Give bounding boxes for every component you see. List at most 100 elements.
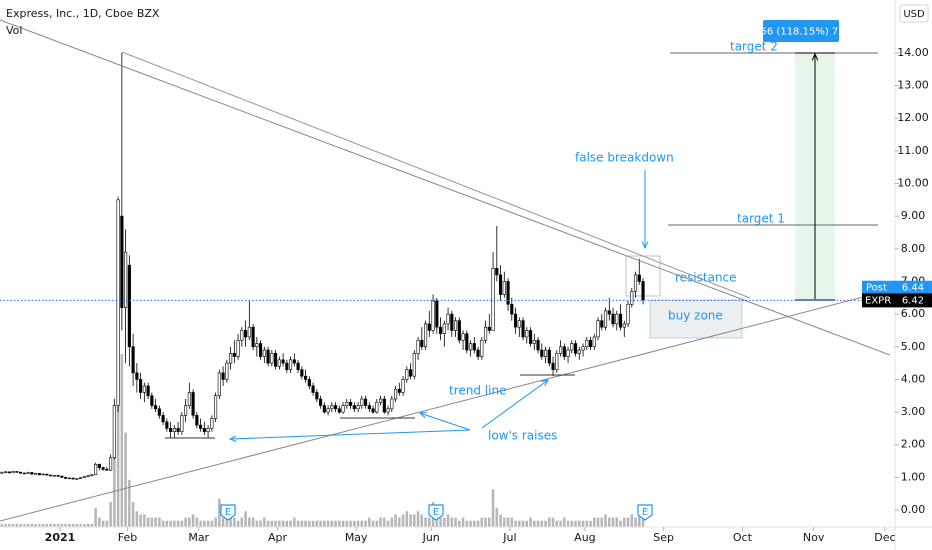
earnings-icon[interactable]: E	[637, 504, 653, 521]
x-tick-label: Nov	[803, 531, 825, 544]
candle-body	[570, 343, 574, 351]
volume-bar	[139, 514, 142, 527]
volume-bar	[263, 517, 266, 527]
volume-bar	[191, 514, 195, 527]
volume-bar	[225, 514, 229, 527]
volume-bar	[454, 517, 457, 527]
candle-body	[630, 290, 634, 305]
earnings-label[interactable]: E	[433, 507, 439, 518]
post-label-box	[862, 280, 932, 295]
last-label: EXPR	[865, 295, 891, 306]
volume-bar	[491, 489, 495, 527]
volume-bar	[323, 520, 326, 527]
earnings-icon[interactable]: E	[428, 504, 444, 521]
volume-bar	[379, 517, 382, 527]
volume-bar	[60, 523, 64, 527]
currency: USD	[903, 9, 925, 20]
earnings-label[interactable]: E	[642, 507, 648, 518]
x-tick-label: Oct	[733, 531, 753, 544]
candle-body	[187, 392, 191, 406]
volume-bar	[619, 520, 622, 527]
volume-bar	[124, 432, 127, 527]
candle-body	[11, 471, 15, 474]
candle-body	[150, 395, 154, 406]
volume-label: Vol	[6, 24, 22, 37]
candle-body	[266, 349, 270, 364]
candle-body	[487, 326, 491, 331]
x-tick-label: Aug	[574, 531, 595, 544]
candle-body	[386, 408, 390, 413]
volume-bar	[428, 517, 431, 527]
volume-bar	[596, 517, 600, 527]
candle-body	[633, 274, 638, 292]
candle-body	[105, 468, 109, 471]
candle-body	[176, 428, 180, 432]
volume-bar	[510, 517, 514, 527]
volume-bar	[150, 517, 154, 527]
measure-label-box	[763, 20, 839, 42]
x-tick-label: Feb	[118, 531, 137, 544]
candle-body	[172, 428, 176, 432]
volume-bar	[630, 514, 634, 527]
volume-bar	[544, 520, 547, 527]
volume-bar	[165, 520, 169, 527]
x-tick-label: Mar	[188, 531, 209, 544]
candle-body	[52, 475, 56, 477]
candle-body	[600, 320, 604, 328]
volume-bar	[443, 517, 446, 527]
volume-bar	[383, 517, 386, 527]
volume-bar	[375, 520, 379, 527]
volume-bar	[600, 517, 604, 527]
y-tick-label: 3.00	[901, 405, 926, 418]
x-tick-label: Jul	[502, 531, 516, 544]
volume-bar	[465, 520, 469, 527]
volume-bar	[38, 523, 41, 527]
volume-bar	[293, 517, 296, 527]
volume-bar	[521, 520, 525, 527]
volume-bar	[394, 514, 397, 527]
volume-bar	[570, 520, 574, 527]
candle-body	[378, 398, 383, 403]
candle-body	[19, 471, 23, 474]
arrow	[481, 380, 548, 429]
candle-body	[506, 281, 510, 305]
volume-bar	[109, 501, 112, 527]
candle-body	[622, 323, 626, 328]
volume-bar	[439, 517, 442, 527]
candle-body	[41, 473, 45, 476]
candle-body	[206, 428, 210, 432]
candle-body	[112, 405, 116, 459]
currency-box[interactable]	[899, 4, 929, 23]
volume-bar	[540, 520, 544, 527]
volume-bar	[11, 523, 15, 527]
candle-body	[232, 352, 236, 357]
candle-body	[157, 408, 161, 416]
candle-body	[247, 326, 251, 338]
candle-body	[525, 330, 529, 338]
candle-body	[221, 372, 225, 380]
volume-bar	[218, 498, 221, 527]
candle-body	[427, 323, 431, 331]
volume-bar	[19, 523, 22, 527]
candle-body	[229, 352, 233, 364]
candle-body	[79, 477, 83, 479]
volume-bar	[450, 517, 454, 527]
volume-bar	[161, 520, 165, 527]
earnings-label[interactable]: E	[225, 507, 231, 518]
volume-bar	[248, 517, 251, 527]
candle-body	[585, 339, 589, 348]
volume-bar	[105, 520, 109, 527]
axis-layer: 0.001.002.003.004.005.006.007.008.009.00…	[0, 46, 932, 544]
candle-body	[435, 300, 439, 328]
volume-bar	[503, 517, 506, 527]
candle-body	[127, 264, 131, 348]
candle-body	[225, 362, 229, 380]
volume-bar	[206, 520, 210, 527]
volume-bar	[634, 517, 637, 527]
earnings-icon[interactable]: E	[220, 504, 236, 521]
volume-bar	[641, 517, 645, 527]
candle-body	[476, 349, 480, 357]
candle-body	[510, 304, 514, 315]
volume-bar	[611, 517, 615, 527]
